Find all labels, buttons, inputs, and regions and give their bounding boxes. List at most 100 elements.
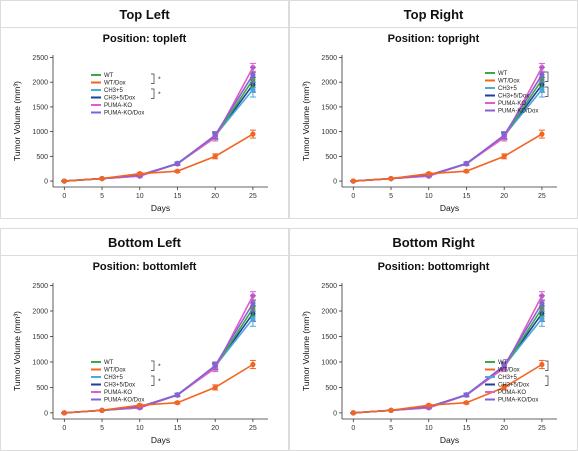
x-tick-label: 15 (174, 193, 182, 200)
position-title: Position: bottomleft (93, 261, 197, 273)
legend-label: WT (104, 73, 114, 79)
data-point (539, 300, 545, 306)
x-tick-label: 15 (463, 425, 471, 432)
y-tick-label: 2500 (32, 283, 48, 290)
series-line (64, 84, 254, 182)
y-tick-label: 1500 (321, 334, 337, 341)
y-tick-label: 1500 (32, 334, 48, 341)
series-line (64, 89, 254, 182)
y-tick-label: 2000 (321, 309, 337, 316)
data-point (250, 87, 256, 93)
y-axis-label: Tumor Volume (mm³) (301, 81, 311, 161)
significance-bracket (151, 88, 155, 99)
data-point (174, 161, 181, 167)
legend-label: PUMA-KO (498, 101, 526, 107)
legend-label: CH3+5 (498, 86, 518, 92)
y-tick-label: 2000 (321, 80, 337, 87)
data-point (250, 361, 256, 368)
x-axis-label: Days (151, 435, 170, 445)
significance-bracket (151, 360, 155, 371)
x-tick-label: 5 (100, 193, 104, 200)
x-tick-label: 5 (389, 425, 393, 432)
data-point (212, 153, 218, 159)
y-axis-label: Tumor Volume (mm³) (12, 311, 22, 391)
legend-label: CH3+5/Dox (104, 383, 135, 389)
data-point (212, 384, 218, 391)
data-point (426, 171, 432, 177)
data-point (539, 316, 545, 322)
data-point (137, 402, 143, 408)
chart-bottom-right: Position: bottomright0500100015002000250… (301, 261, 557, 445)
chart-top-left: Position: topleft 0 500 1000 1500 2000 2500 0 5 1… (12, 33, 268, 213)
legend-label: PUMA-KO/Dox (498, 109, 538, 115)
legend-label: CH3+5 (104, 375, 124, 381)
y-axis-label: Tumor Volume (mm³) (12, 81, 22, 161)
data-point (501, 153, 507, 159)
x-tick-label: 10 (136, 193, 144, 200)
x-axis-label: Days (151, 203, 170, 213)
significance-bracket (545, 360, 549, 371)
x-tick-label: 0 (351, 193, 355, 200)
x-axis-label: Days (440, 435, 459, 445)
x-tick-label: 0 (62, 425, 66, 432)
data-point (501, 384, 507, 391)
panel-header: Bottom Right (290, 229, 577, 256)
x-tick-label: 5 (100, 425, 104, 432)
x-tick-label: 25 (249, 425, 257, 432)
chart-bottom-left: Position: bottomleft 0 500 1000 1500 2000 2500… (12, 261, 268, 445)
position-title: Position: bottomright (378, 261, 490, 273)
data-point (212, 132, 218, 138)
significance-bracket (151, 73, 155, 84)
y-tick-label: 2000 (32, 309, 48, 316)
data-point (539, 87, 545, 93)
y-tick-label: 500 (36, 385, 48, 392)
panel-header: Top Right (290, 1, 577, 28)
data-point (99, 407, 105, 413)
y-axis-label: Tumor Volume (mm³) (301, 311, 311, 391)
data-point (212, 362, 218, 369)
x-tick-label: 0 (62, 193, 66, 200)
significance-bracket (151, 375, 155, 386)
legend-label: WT (498, 360, 508, 366)
data-point (539, 72, 545, 78)
panel-top-right: Top Right Position: topright 0 500 1000 1500… (289, 0, 578, 219)
series-line (64, 302, 254, 414)
x-tick-label: 15 (174, 425, 182, 432)
y-tick-label: 0 (44, 179, 48, 186)
significance-bracket (545, 71, 549, 82)
chart-top-right: Position: topright 0 500 1000 1500 2000 2500 0 5… (301, 33, 557, 213)
legend-label: WT (498, 71, 508, 77)
data-point (463, 400, 470, 406)
data-point (539, 361, 545, 368)
data-point (174, 168, 181, 174)
x-tick-label: 15 (463, 193, 471, 200)
x-tick-label: 0 (351, 425, 355, 432)
data-point (501, 132, 507, 138)
legend-label: PUMA-KO (104, 390, 132, 396)
data-point (388, 407, 394, 413)
x-tick-label: 20 (500, 193, 508, 200)
x-tick-label: 25 (538, 193, 546, 200)
y-tick-label: 1000 (321, 129, 337, 136)
y-tick-label: 500 (325, 154, 337, 161)
panel-header: Top Left (1, 1, 288, 28)
legend-label: CH3+5/Dox (498, 94, 529, 100)
significance-mark: * (158, 378, 161, 385)
data-point (539, 131, 545, 137)
y-tick-label: 2500 (321, 55, 337, 62)
x-tick-label: 10 (425, 193, 433, 200)
y-tick-label: 1000 (321, 359, 337, 366)
x-tick-label: 20 (211, 193, 219, 200)
position-title: Position: topright (388, 33, 480, 45)
significance-bracket (545, 375, 549, 386)
data-point (250, 131, 256, 137)
data-point (174, 392, 181, 398)
y-tick-label: 0 (333, 410, 337, 417)
legend-label: PUMA-KO (498, 390, 526, 396)
data-point (388, 175, 394, 182)
data-point (61, 410, 67, 416)
y-tick-label: 1000 (32, 359, 48, 366)
data-point (250, 72, 256, 78)
